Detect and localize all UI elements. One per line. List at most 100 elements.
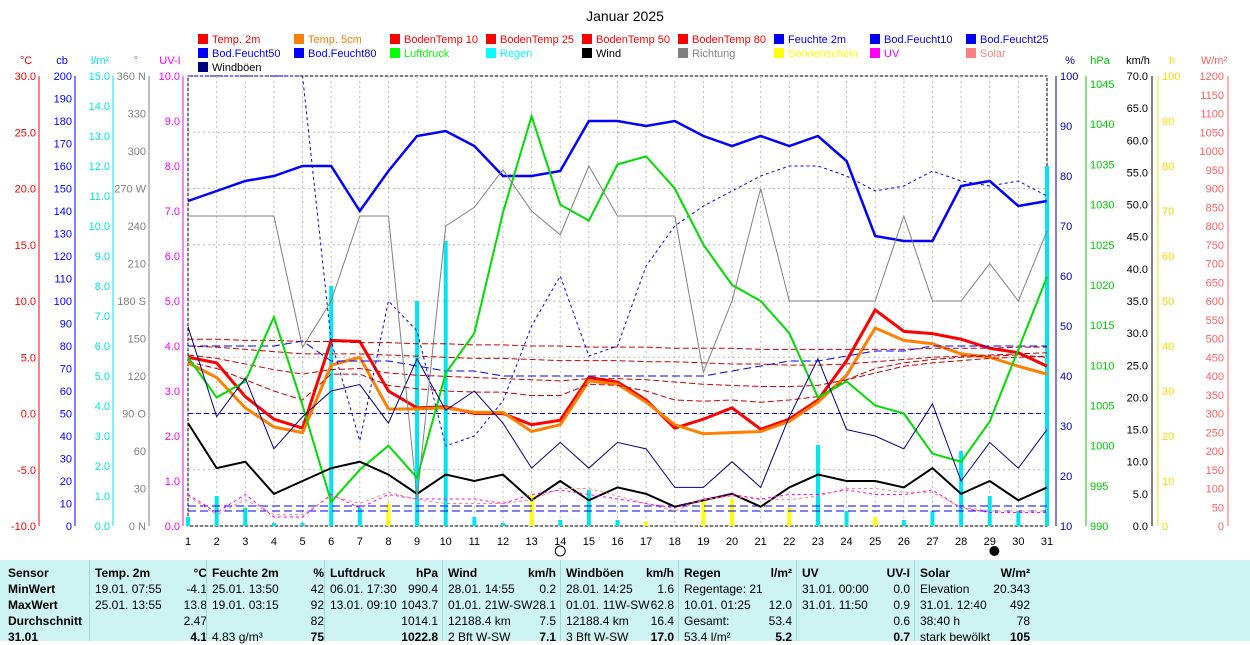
stats-cell-value: 4.1 — [190, 630, 207, 644]
stats-cell-info: Gesamt: — [684, 614, 730, 628]
x-tick-label: 9 — [414, 536, 420, 548]
series-feuchte-2m — [187, 119, 1048, 243]
axis-cb-tick: 110 — [54, 274, 72, 286]
axis-dir-tick: 150 — [128, 334, 146, 346]
rain-bar — [500, 523, 505, 526]
stats-cell-value: 1.6 — [657, 582, 674, 596]
axis-cb-tick: 90 — [60, 319, 72, 331]
axis-sun-tick: 40 — [1162, 341, 1174, 353]
legend-swatch — [966, 48, 976, 58]
rain-bar — [615, 520, 620, 526]
axis-solar-tick: 700 — [1206, 259, 1224, 271]
axis-solar-tick: 850 — [1206, 202, 1224, 214]
axis-wind-tick: 5.0 — [1133, 489, 1148, 501]
axis-hum-tick: 10 — [1060, 521, 1072, 533]
stats-unit: km/h — [527, 566, 556, 580]
axis-cb-tick: 80 — [60, 341, 72, 353]
legend-swatch — [678, 48, 688, 58]
x-tick-label: 10 — [440, 536, 452, 548]
series-bodentemp-80 — [188, 338, 1047, 350]
x-tick-label: 12 — [497, 536, 509, 548]
monthly-weather-chart: Januar 2025-10.0-5.00.05.010.015.020.025… — [11, 8, 1229, 557]
axis-uv-tick: 10.0 — [159, 71, 180, 83]
legend-label: Richtung — [692, 48, 735, 60]
axis-cb-tick: 190 — [54, 94, 72, 106]
rain-bar — [329, 286, 334, 526]
axis-wind-label: km/h — [1126, 55, 1150, 67]
axis-cb-tick: 100 — [54, 296, 72, 308]
rain-bar — [186, 517, 190, 526]
legend-label: Bod.Feucht25 — [980, 34, 1049, 46]
axis-pressure-tick: 1040 — [1090, 119, 1114, 131]
axis-solar-tick: 350 — [1206, 390, 1224, 402]
sunshine-bar — [644, 521, 649, 526]
series-bodentemp-10 — [187, 354, 1048, 403]
sunshine-bar — [730, 499, 735, 526]
x-tick-label: 18 — [669, 536, 681, 548]
stats-cell-info: 01.01. 21W-SW — [448, 598, 533, 612]
axis-sun-tick: 20 — [1162, 431, 1174, 443]
stats-cell-value: 12.0 — [768, 598, 792, 612]
axis-wind-tick: 65.0 — [1127, 103, 1148, 115]
sunshine-bar — [701, 499, 706, 526]
axis-solar-tick: 1200 — [1200, 71, 1224, 83]
axis-solar-tick: 50 — [1212, 502, 1224, 514]
axis-solar-tick: 900 — [1206, 184, 1224, 196]
axis-wind-tick: 50.0 — [1127, 200, 1148, 212]
axis-solar-tick: 450 — [1206, 352, 1224, 364]
x-tick-label: 28 — [955, 536, 967, 548]
x-tick-label: 13 — [525, 536, 537, 548]
axis-sun-tick: 0 — [1162, 521, 1168, 533]
axis-wind-tick: 25.0 — [1127, 360, 1148, 372]
stats-cell-value: 2.47 — [183, 614, 207, 628]
axis-uv-tick: 9.0 — [165, 116, 180, 128]
stats-cell-info: 19.01. 07:55 — [95, 582, 162, 596]
axis-rain-tick: 3.0 — [95, 431, 110, 443]
axis-pressure-tick: 1045 — [1090, 79, 1114, 91]
axis-sun-tick: 70 — [1162, 206, 1174, 218]
axis-hum-tick: 100 — [1060, 71, 1078, 83]
stats-cell-info: 28.01. 14:55 — [448, 582, 515, 596]
axis-rain-tick: 9.0 — [95, 251, 110, 263]
axis-rain-tick: 1.0 — [95, 491, 110, 503]
stats-column-divider — [324, 560, 325, 641]
axis-dir-tick: 0 N — [129, 521, 146, 533]
axis-dir-tick: 210 — [128, 259, 146, 271]
axis-uv-tick: 1.0 — [165, 476, 180, 488]
axis-temp-tick: 5.0 — [21, 352, 36, 364]
chart-title: Januar 2025 — [586, 8, 664, 24]
series-uv — [187, 489, 1047, 518]
axis-cb-tick: 200 — [54, 71, 72, 83]
row-label-average: Durchschnitt — [8, 614, 83, 628]
stats-unit: % — [313, 566, 324, 580]
axis-uv-tick: 7.0 — [165, 206, 180, 218]
stats-cell-value: 0.0 — [893, 582, 910, 596]
axis-solar-tick: 950 — [1206, 165, 1224, 177]
axis-pressure-label: hPa — [1090, 55, 1110, 67]
rain-bar — [959, 451, 964, 526]
axis-pressure-tick: 1015 — [1090, 320, 1114, 332]
axis-pressure-tick: 1005 — [1090, 400, 1114, 412]
rain-bar — [357, 508, 362, 526]
full-moon-icon — [554, 545, 566, 557]
legend-swatch — [678, 34, 688, 44]
x-tick-label: 2 — [214, 536, 220, 548]
axis-solar-tick: 400 — [1206, 371, 1224, 383]
rain-bar — [472, 517, 477, 526]
stats-header: Windböen — [566, 566, 624, 580]
axis-solar-tick: 1150 — [1200, 90, 1224, 102]
axis-rain-label: l/m² — [91, 55, 110, 67]
rain-bar — [443, 241, 448, 526]
axis-cb-tick: 160 — [54, 161, 72, 173]
axis-cb-tick: 180 — [54, 116, 72, 128]
stats-cell-value: 1043.7 — [401, 598, 438, 612]
stats-header: Temp. 2m — [95, 566, 151, 580]
rain-bar — [901, 520, 906, 526]
axis-uv-tick: 5.0 — [165, 296, 180, 308]
legend-swatch — [294, 48, 304, 58]
stats-unit: UV-I — [886, 566, 910, 580]
legend-label: BodenTemp 10 — [404, 34, 478, 46]
legend-label: Bod.Feucht10 — [884, 34, 953, 46]
row-label-min: MinWert — [8, 582, 56, 596]
axis-cb-tick: 120 — [54, 251, 72, 263]
